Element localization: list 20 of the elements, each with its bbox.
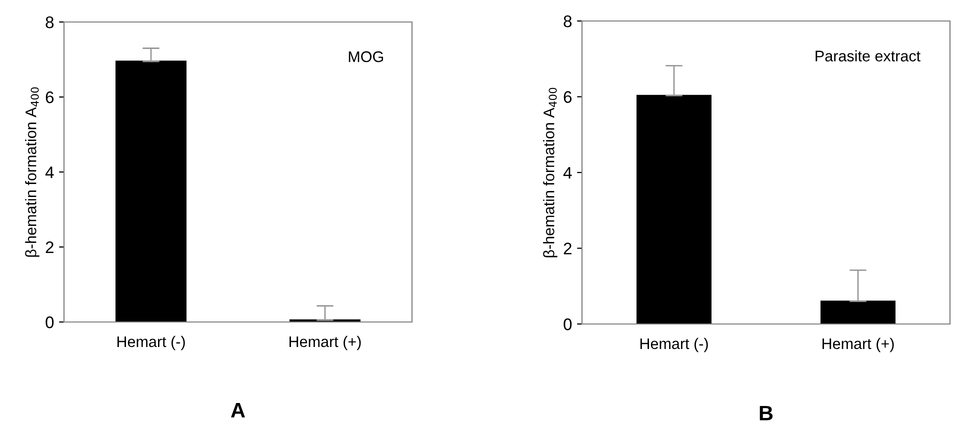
x-tick-label: Hemart (-) xyxy=(117,336,185,350)
x-tick-label: Hemart (+) xyxy=(822,338,894,352)
y-tick-label: 8 xyxy=(46,16,54,28)
annotation: MOG xyxy=(348,51,384,62)
text: B xyxy=(760,406,773,420)
y-axis-title: β-hematin formation A$_{400}$ xyxy=(25,87,40,257)
x-tick-label: Hemart (-) xyxy=(640,338,708,352)
y-axis-title: β-hematin formation A$_{400}$ xyxy=(543,88,558,258)
y-tick-label: 0 xyxy=(46,316,54,328)
y-tick-label: 0 xyxy=(564,318,572,330)
text: A xyxy=(230,403,245,418)
y-tick-label: 6 xyxy=(564,91,572,103)
y-tick-label: 4 xyxy=(563,167,572,179)
x-tick-label: Hemart (+) xyxy=(290,336,361,350)
y-tick-label: 2 xyxy=(46,241,54,254)
y-tick-label: 4 xyxy=(45,166,54,178)
y-tick-label: 6 xyxy=(46,91,54,104)
y-tick-label: 2 xyxy=(564,242,572,254)
annotation: Parasite extract xyxy=(816,50,920,62)
y-tick-label: 8 xyxy=(564,15,572,28)
